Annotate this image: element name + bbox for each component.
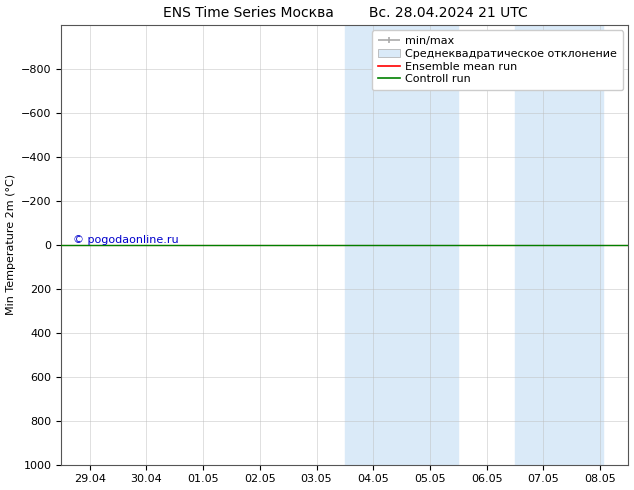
- Y-axis label: Min Temperature 2m (°C): Min Temperature 2m (°C): [6, 174, 16, 316]
- Text: © pogodaonline.ru: © pogodaonline.ru: [73, 236, 178, 245]
- Title: ENS Time Series Москва        Вс. 28.04.2024 21 UTC: ENS Time Series Москва Вс. 28.04.2024 21…: [162, 5, 527, 20]
- Legend: min/max, Среднеквадратическое отклонение, Ensemble mean run, Controll run: min/max, Среднеквадратическое отклонение…: [372, 30, 623, 90]
- Bar: [345, 25, 458, 465]
- Bar: [515, 25, 603, 465]
